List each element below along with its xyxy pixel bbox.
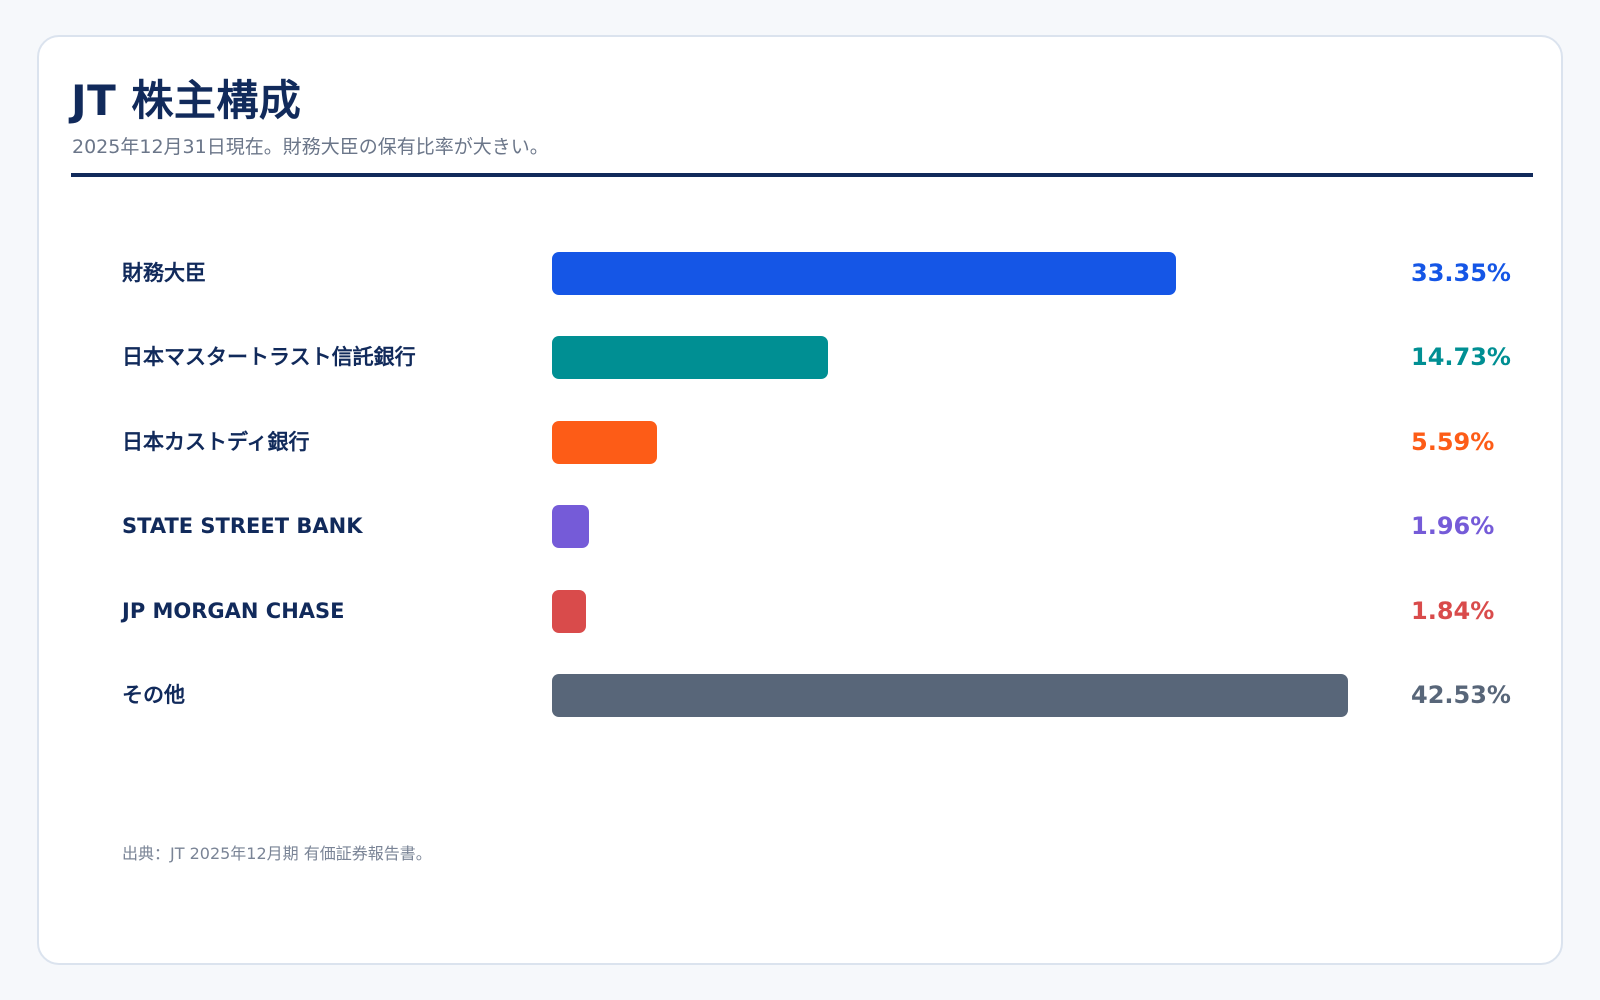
value-label: 33.35% xyxy=(1411,259,1511,287)
bar-row: その他 42.53% xyxy=(39,673,1561,717)
bar xyxy=(552,674,1348,717)
value-label: 5.59% xyxy=(1411,427,1495,456)
value-label: 1.84% xyxy=(1411,596,1495,625)
bar xyxy=(552,589,587,633)
bar-chart: 財務大臣 33.35% 日本マスタートラスト信託銀行 14.73% 日本カストディ銀行 5… xyxy=(39,37,1561,963)
bar xyxy=(552,505,589,549)
bar xyxy=(552,336,828,380)
chart-subtitle: 2025年12月31日現在。財務大臣の保有比率が大きい。 xyxy=(72,136,549,158)
category-label: 日本カストディ銀行 xyxy=(122,429,310,454)
category-label: STATE STREET BANK xyxy=(122,514,363,539)
chart-card: JT 株主構成 2025年12月31日現在。財務大臣の保有比率が大きい。 財務大… xyxy=(37,35,1563,965)
source-note: 出典：JT 2025年12月期 有価証券報告書。 xyxy=(122,844,432,863)
bar-row: JP MORGAN CHASE 1.84% xyxy=(39,589,1561,633)
category-label: 財務大臣 xyxy=(122,261,206,285)
bar-row: STATE STREET BANK 1.96% xyxy=(39,504,1561,549)
value-label: 1.96% xyxy=(1411,512,1495,541)
bar-row: 日本マスタートラスト信託銀行 14.73% xyxy=(39,335,1561,380)
bar xyxy=(552,420,657,464)
bar-row: 財務大臣 33.35% xyxy=(39,251,1561,295)
value-label: 14.73% xyxy=(1411,343,1511,372)
bar xyxy=(552,252,1177,295)
category-label: 日本マスタートラスト信託銀行 xyxy=(122,345,416,370)
chart-title: JT 株主構成 xyxy=(71,76,302,125)
value-label: 42.53% xyxy=(1411,681,1511,709)
category-label: その他 xyxy=(122,683,185,707)
category-label: JP MORGAN CHASE xyxy=(122,598,345,623)
bar-row: 日本カストディ銀行 5.59% xyxy=(39,420,1561,464)
title-divider xyxy=(71,173,1533,177)
